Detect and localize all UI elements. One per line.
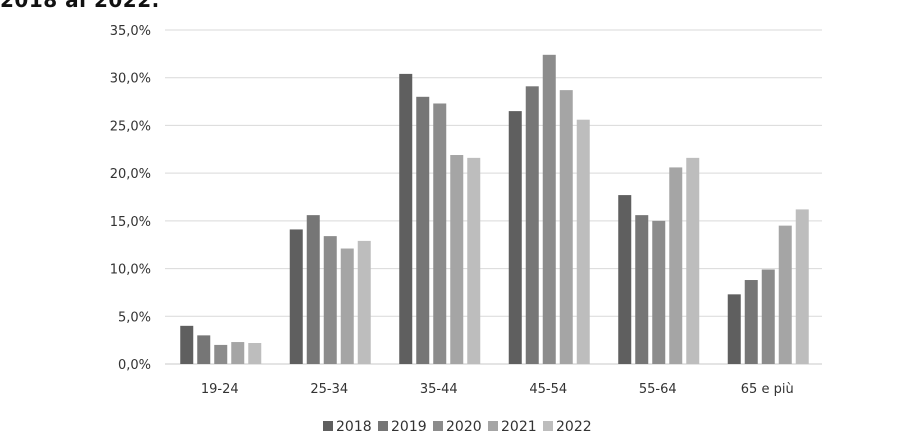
y-tick-label: 30,0% xyxy=(110,72,151,87)
x-tick-label: 19-24 xyxy=(201,382,239,397)
bar-2022-45-54 xyxy=(576,119,590,365)
bar-2018-25-34 xyxy=(289,229,303,364)
y-tick-label: 15,0% xyxy=(110,215,151,230)
y-tick-label: 20,0% xyxy=(110,167,151,182)
bar-2019-19-24 xyxy=(197,335,211,364)
x-tick-label: 45-54 xyxy=(529,382,567,397)
y-axis-tick-labels: 0,0% 5,0% 10,0% 15,0% 20,0% 25,0% 30,0% 35,0% xyxy=(110,24,151,373)
legend-swatch-2020 xyxy=(433,421,443,431)
bar-2021-25-34 xyxy=(340,248,354,364)
bar-2020-25-34 xyxy=(323,236,337,364)
legend: 2018 2019 2020 2021 2022 xyxy=(323,419,592,435)
x-tick-label: 55-64 xyxy=(639,382,677,397)
bar-2018-45-54 xyxy=(508,111,522,364)
legend-label-2022: 2022 xyxy=(556,419,592,435)
legend-swatch-2018 xyxy=(323,421,333,431)
bar-2021-35-44 xyxy=(450,155,464,364)
bar-2019-65-e-più xyxy=(744,280,758,364)
y-tick-label: 10,0% xyxy=(110,263,151,278)
bar-2020-45-54 xyxy=(542,54,556,364)
legend-swatch-2019 xyxy=(378,421,388,431)
bar-2022-19-24 xyxy=(248,343,262,364)
chart-panel: 0,0% 5,0% 10,0% 15,0% 20,0% 25,0% 30,0% 35,0% 1… xyxy=(0,8,907,439)
legend-swatch-2022 xyxy=(543,421,553,431)
bar-2021-45-54 xyxy=(559,90,573,365)
x-tick-label: 65 e più xyxy=(741,382,794,397)
bar-2020-19-24 xyxy=(214,344,228,364)
y-tick-label: 35,0% xyxy=(110,24,151,39)
y-tick-label: 5,0% xyxy=(118,310,151,325)
legend-swatch-2021 xyxy=(488,421,498,431)
bar-2018-19-24 xyxy=(180,325,194,364)
bar-2021-55-64 xyxy=(669,167,683,364)
bar-2018-55-64 xyxy=(618,195,632,364)
y-tick-label: 25,0% xyxy=(110,119,151,134)
bar-2019-55-64 xyxy=(635,215,649,364)
legend-label-2018: 2018 xyxy=(336,419,372,435)
x-axis-tick-labels: 19-24 25-34 35-44 45-54 55-64 65 e più xyxy=(201,382,794,397)
bar-2020-55-64 xyxy=(652,220,666,364)
gridlines xyxy=(165,29,822,365)
bar-2020-65-e-più xyxy=(761,269,775,364)
bar-2022-35-44 xyxy=(467,157,481,364)
bar-2019-45-54 xyxy=(525,86,539,364)
bar-2022-55-64 xyxy=(686,157,700,364)
bar-2019-35-44 xyxy=(416,96,430,365)
bars xyxy=(180,54,809,365)
legend-label-2020: 2020 xyxy=(446,419,482,435)
y-tick-label: 0,0% xyxy=(118,358,151,373)
x-tick-label: 35-44 xyxy=(420,382,458,397)
bar-2018-35-44 xyxy=(399,73,413,364)
bar-chart: 0,0% 5,0% 10,0% 15,0% 20,0% 25,0% 30,0% 35,0% 1… xyxy=(0,8,907,439)
bar-2021-19-24 xyxy=(231,342,245,364)
bar-2018-65-e-più xyxy=(727,294,741,364)
bar-2022-65-e-più xyxy=(795,209,809,364)
bar-2020-35-44 xyxy=(433,103,447,364)
bar-2022-25-34 xyxy=(357,240,371,364)
bar-2021-65-e-più xyxy=(778,225,792,364)
legend-label-2019: 2019 xyxy=(391,419,427,435)
legend-label-2021: 2021 xyxy=(501,419,537,435)
bar-2019-25-34 xyxy=(306,215,320,364)
x-tick-label: 25-34 xyxy=(310,382,348,397)
